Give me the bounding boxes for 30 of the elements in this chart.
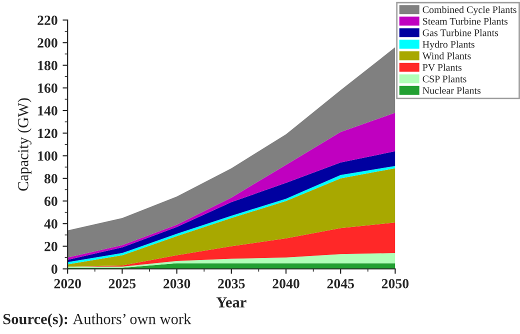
y-tick-label: 220	[38, 16, 58, 25]
legend-label: Wind Plants	[422, 52, 471, 60]
legend-label: Nuclear Plants	[422, 86, 481, 94]
x-tick-label: 2035	[218, 278, 245, 288]
y-tick-label: 80	[44, 174, 58, 184]
legend-label: Gas Turbine Plants	[422, 29, 498, 36]
y-tick-label: 120	[38, 128, 58, 138]
x-tick-label: 2030	[163, 278, 190, 288]
x-tick-label: 2025	[108, 278, 136, 288]
y-tick-label: 200	[38, 38, 58, 48]
y-tick-label: 60	[44, 196, 58, 206]
x-tick-label: 2050	[382, 278, 409, 288]
x-tick-label: 2040	[272, 278, 300, 288]
x-tick-label: 2045	[327, 278, 354, 288]
legend-label: CSP Plants	[422, 75, 466, 82]
y-axis-title: Capacity (GW)	[18, 98, 32, 191]
x-axis-title: Year	[216, 297, 246, 308]
y-tick-label: 100	[38, 151, 58, 161]
y-tick-label: 40	[44, 219, 58, 229]
y-tick-label: 140	[38, 106, 58, 116]
y-tick-label: 20	[44, 242, 58, 252]
y-tick-label: 0	[51, 264, 58, 274]
y-tick-label: 180	[38, 60, 58, 70]
legend-label: Steam Turbine Plants	[423, 18, 508, 25]
legend-label: Combined Cycle Plants	[422, 6, 516, 16]
legend-label: Hydro Plants	[422, 40, 474, 50]
legend-label: PV Plants	[422, 64, 462, 71]
x-tick-label: 2020	[54, 278, 81, 288]
y-tick-label: 160	[38, 83, 58, 93]
source-note: Source(s): Authors’ own work	[3, 313, 192, 328]
